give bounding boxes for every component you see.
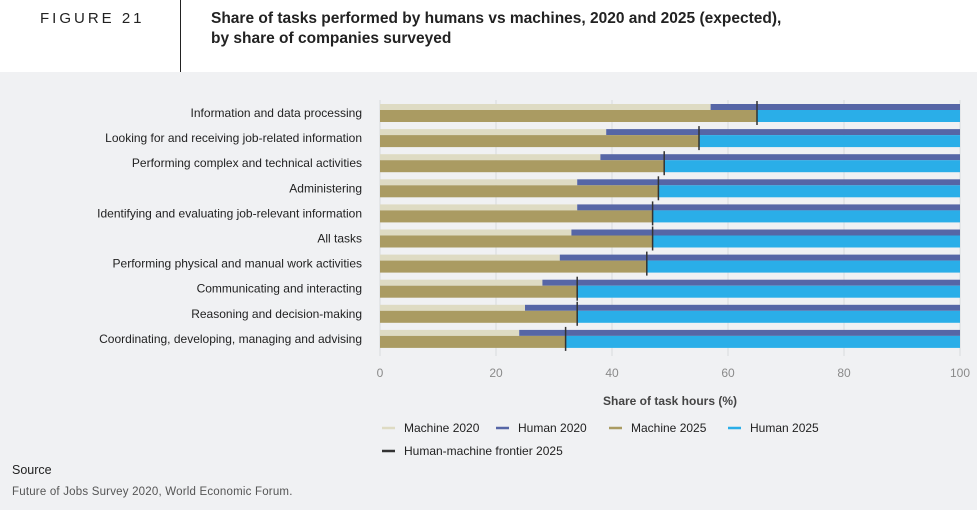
- category-label: Coordinating, developing, managing and a…: [99, 332, 362, 346]
- bar-human-2025: [652, 235, 960, 248]
- bar-human-2020: [571, 229, 960, 236]
- x-tick-label: 20: [489, 366, 503, 380]
- x-tick-label: 80: [837, 366, 851, 380]
- figure-header: FIGURE 21 Share of tasks performed by hu…: [0, 0, 977, 72]
- x-axis-title: Share of task hours (%): [603, 394, 737, 408]
- bar-machine-2025: [380, 260, 647, 273]
- bar-machine-2025: [380, 235, 653, 248]
- bar-human-2020: [577, 179, 960, 186]
- bar-machine-2025: [380, 310, 578, 323]
- bar-human-2025: [658, 185, 960, 198]
- legend-label: Human 2020: [518, 421, 587, 435]
- source-heading: Source: [12, 463, 52, 477]
- bar-machine-2025: [380, 135, 699, 148]
- chart-title-line-1: Share of tasks performed by humans vs ma…: [211, 10, 782, 27]
- bar-human-2025: [646, 260, 960, 273]
- category-label: Reasoning and decision-making: [191, 307, 362, 321]
- legend-label: Human 2025: [750, 421, 819, 435]
- category-label: All tasks: [317, 232, 362, 246]
- bar-human-2020: [606, 129, 960, 136]
- figure-label: FIGURE 21: [40, 10, 145, 27]
- bar-machine-2020: [380, 154, 601, 161]
- bar-human-2020: [710, 104, 960, 110]
- bar-human-2025: [565, 335, 960, 348]
- bar-human-2025: [652, 210, 960, 223]
- bar-machine-2025: [380, 160, 665, 173]
- bar-machine-2025: [380, 285, 578, 298]
- bar-human-2020: [519, 329, 960, 336]
- bar-machine-2020: [380, 179, 578, 186]
- bar-machine-2020: [380, 279, 543, 286]
- source-text: Future of Jobs Survey 2020, World Econom…: [12, 486, 293, 498]
- bar-machine-2020: [380, 229, 572, 236]
- legend-label: Machine 2025: [631, 421, 707, 435]
- bar-human-2020: [542, 279, 960, 286]
- bar-human-2025: [699, 135, 960, 148]
- bar-machine-2025: [380, 335, 566, 348]
- category-label: Performing physical and manual work acti…: [113, 257, 362, 271]
- x-tick-label: 40: [605, 366, 619, 380]
- bar-machine-2025: [380, 210, 653, 223]
- bar-machine-2025: [380, 185, 659, 198]
- bar-machine-2020: [380, 204, 578, 211]
- legend-label: Human-machine frontier 2025: [404, 444, 563, 458]
- category-label: Information and data processing: [191, 106, 362, 120]
- bar-human-2025: [664, 160, 960, 173]
- bar-machine-2020: [380, 329, 520, 336]
- header-divider: [180, 0, 181, 72]
- category-label: Identifying and evaluating job-relevant …: [97, 206, 362, 220]
- category-label: Administering: [289, 181, 362, 195]
- category-label: Performing complex and technical activit…: [132, 156, 362, 170]
- bar-human-2025: [757, 110, 960, 122]
- bar-human-2025: [577, 310, 960, 323]
- x-tick-label: 0: [377, 366, 384, 380]
- category-label: Looking for and receiving job-related in…: [105, 131, 362, 145]
- category-label: Communicating and interacting: [197, 282, 362, 296]
- bar-machine-2020: [380, 104, 711, 110]
- bar-human-2025: [577, 285, 960, 298]
- chart-title-line-2: by share of companies surveyed: [211, 30, 452, 47]
- x-tick-label: 100: [950, 366, 970, 380]
- bar-human-2020: [525, 304, 960, 311]
- x-tick-label: 60: [721, 366, 735, 380]
- bar-machine-2025: [380, 110, 757, 122]
- bar-human-2020: [559, 254, 960, 261]
- bar-machine-2020: [380, 304, 525, 311]
- bar-machine-2020: [380, 254, 560, 261]
- bar-machine-2020: [380, 129, 607, 136]
- bar-human-2020: [577, 204, 960, 211]
- chart-title: Share of tasks performed by humans vs ma…: [211, 9, 911, 49]
- bar-human-2020: [600, 154, 960, 161]
- legend-label: Machine 2020: [404, 421, 480, 435]
